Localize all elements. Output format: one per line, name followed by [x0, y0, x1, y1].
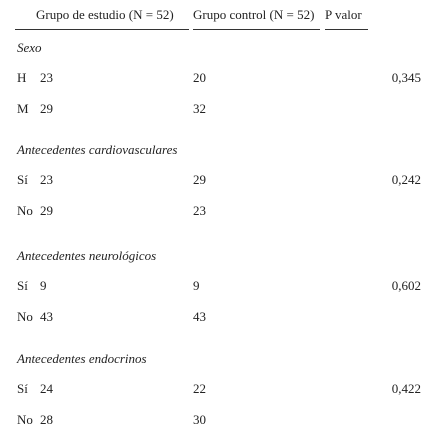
- control-count: 23: [193, 203, 206, 218]
- row-label: Sí: [17, 172, 28, 187]
- p-value: 0,602: [391, 278, 421, 293]
- control-count: 9: [193, 278, 200, 293]
- column-header: P valor: [325, 7, 362, 22]
- study-count: 29: [40, 203, 53, 218]
- section-title: Antecedentes neurológicos: [17, 248, 157, 263]
- p-value: 0,422: [391, 381, 421, 396]
- header-rule: [325, 29, 368, 30]
- p-value: 0,242: [391, 172, 421, 187]
- row-label: No: [17, 203, 33, 218]
- column-header: Grupo control (N = 52): [193, 7, 315, 22]
- p-value: 0,345: [391, 70, 421, 85]
- row-label: H: [17, 70, 27, 85]
- control-count: 20: [193, 70, 206, 85]
- study-count: 28: [40, 412, 53, 427]
- control-count: 29: [193, 172, 206, 187]
- study-count: 43: [40, 309, 53, 324]
- study-count: 24: [40, 381, 53, 396]
- section-title: Sexo: [17, 40, 42, 55]
- section-title: Antecedentes cardiovasculares: [17, 142, 178, 157]
- row-label: Sí: [17, 278, 28, 293]
- study-count: 29: [40, 101, 53, 116]
- study-count: 23: [40, 172, 53, 187]
- section-title: Antecedentes endocrinos: [17, 351, 147, 366]
- study-count: 23: [40, 70, 53, 85]
- header-rule: [15, 29, 189, 30]
- control-count: 32: [193, 101, 206, 116]
- column-header: Grupo de estudio (N = 52): [36, 7, 174, 22]
- control-count: 43: [193, 309, 206, 324]
- row-label: Sí: [17, 381, 28, 396]
- row-label: No: [17, 309, 33, 324]
- control-count: 30: [193, 412, 206, 427]
- header-rule: [193, 29, 320, 30]
- row-label: M: [17, 101, 29, 116]
- control-count: 22: [193, 381, 206, 396]
- row-label: No: [17, 412, 33, 427]
- study-count: 9: [40, 278, 47, 293]
